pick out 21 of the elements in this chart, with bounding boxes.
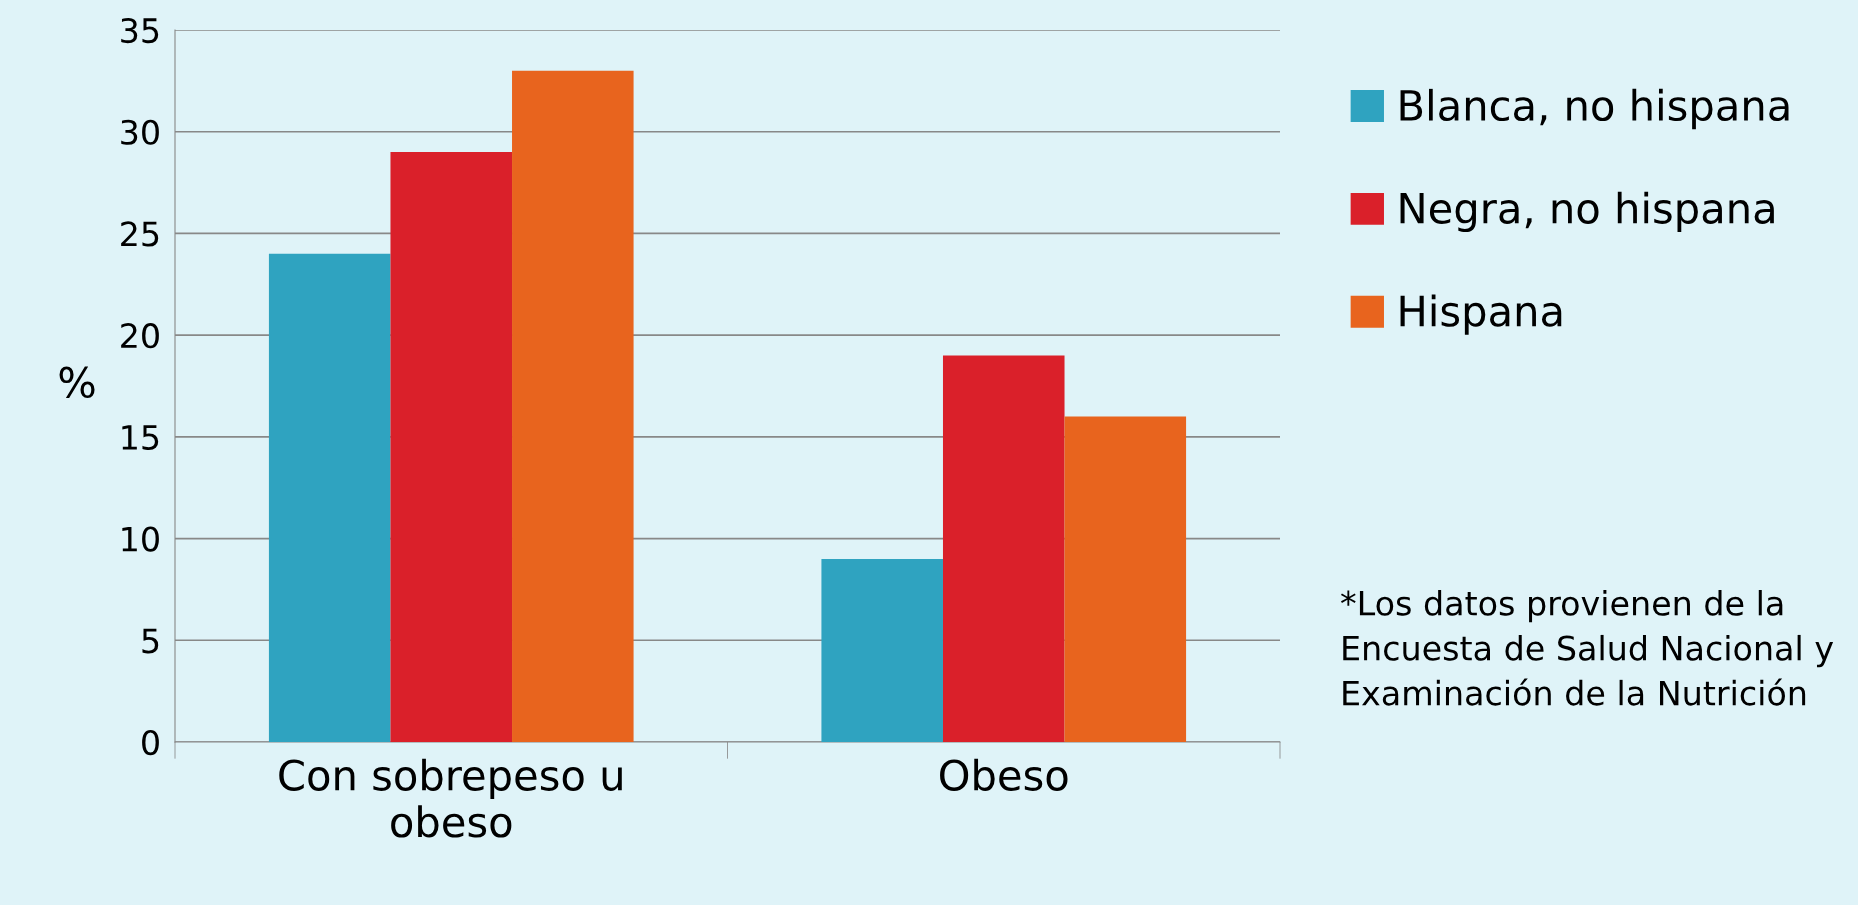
- y-tick-label: 30: [121, 119, 159, 145]
- bar: [942, 355, 1065, 742]
- y-tick-label: 0: [142, 729, 159, 756]
- y-tick-label: 35: [121, 17, 159, 44]
- legend-label: Hispana: [1400, 294, 1562, 335]
- y-tick-label: 10: [122, 526, 159, 552]
- bar: [390, 152, 513, 742]
- legend-label: Negra, no hispana: [1400, 191, 1774, 233]
- y-tick-label: 25: [121, 221, 159, 247]
- x-tick-label: Obeso: [940, 758, 1068, 791]
- bar: [512, 70, 634, 742]
- bar: [821, 558, 943, 742]
- y-tick-label: 5: [142, 628, 159, 654]
- legend-label: Blanca, no hispana: [1400, 88, 1789, 130]
- y-tick-label: 15: [122, 425, 159, 450]
- x-tick-label: Con sobrepeso u obeso: [279, 758, 622, 838]
- y-axis-title: %: [59, 366, 95, 399]
- text: *Los datos provienen de la Encuesta de Salud Nacional y Examinación de la Nutrición: [1340, 590, 1834, 706]
- bar: [268, 253, 391, 742]
- bar: [1064, 416, 1187, 742]
- y-tick-label: 20: [121, 323, 159, 349]
